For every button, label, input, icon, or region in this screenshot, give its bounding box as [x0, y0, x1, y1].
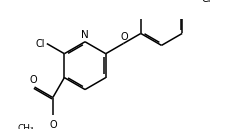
Text: O: O — [30, 75, 37, 85]
Text: O: O — [121, 32, 128, 42]
Text: O: O — [49, 120, 57, 129]
Text: Cl: Cl — [201, 0, 211, 4]
Text: Cl: Cl — [35, 39, 45, 49]
Text: N: N — [81, 30, 89, 40]
Text: CH₃: CH₃ — [17, 124, 34, 129]
